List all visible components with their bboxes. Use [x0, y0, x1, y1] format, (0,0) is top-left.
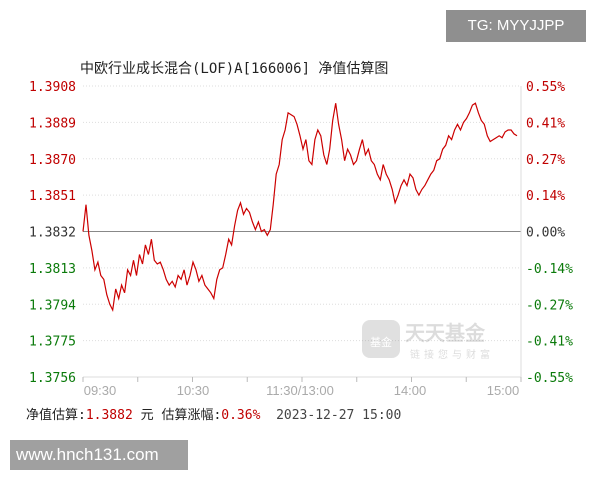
- change-value: 0.36%: [221, 408, 261, 423]
- x-tick-label: 09:30: [84, 383, 117, 398]
- nav-chart: 1.3908 0.55% 1.3889 0.41% 1.3870 0.27% 1.3851 0…: [29, 80, 573, 398]
- x-tick-label: 10:30: [177, 383, 210, 398]
- y-right-tick-label: -0.55%: [526, 371, 573, 386]
- site-watermark: www.hnch131.com: [10, 440, 188, 470]
- y-right-tick-label: -0.14%: [526, 262, 573, 277]
- y-left-tick-label: 1.3870: [29, 153, 76, 168]
- nav-line: [82, 102, 518, 312]
- y-left-tick-label: 1.3889: [29, 116, 76, 131]
- y-right-tick-label: -0.27%: [526, 298, 573, 313]
- watermark-brand: 天天基金: [405, 321, 486, 345]
- watermark-logo: 基金 天天基金 链接您与财富: [362, 320, 494, 361]
- y-left-tick-label: 1.3908: [29, 80, 76, 95]
- x-tick-label: 11:30/13:00: [266, 383, 334, 398]
- y-left-tick-label: 1.3851: [29, 189, 76, 204]
- y-left-tick-label: 1.3794: [29, 298, 76, 313]
- nav-label: 净值估算:: [26, 408, 86, 423]
- y-left-tick-label: 1.3756: [29, 371, 76, 386]
- y-left-tick-label: 1.3813: [29, 262, 76, 277]
- y-left-tick-label: 1.3775: [29, 335, 76, 350]
- y-right-tick-label: -0.41%: [526, 335, 573, 350]
- chart-title: 中欧行业成长混合(LOF)A[166006] 净值估算图: [80, 61, 389, 77]
- y-right-tick-label: 0.14%: [526, 189, 565, 204]
- watermark-badge-text: 基金: [370, 335, 392, 349]
- summary-bar: 净值估算:1.3882 元 估算涨幅:0.36% 2023-12-27 15:0…: [26, 404, 401, 423]
- nav-unit: 元: [132, 408, 162, 423]
- datetime: 2023-12-27 15:00: [260, 408, 402, 423]
- tg-banner: TG: MYYJJPP: [446, 10, 586, 42]
- y-right-tick-label: 0.27%: [526, 153, 565, 168]
- nav-value: 1.3882: [85, 408, 133, 423]
- change-label: 估算涨幅:: [161, 408, 222, 423]
- y-left-tick-label: 1.3832: [29, 226, 76, 241]
- y-right-tick-label: 0.00%: [526, 226, 565, 241]
- y-right-tick-label: 0.55%: [526, 80, 565, 95]
- x-tick-label: 14:00: [394, 383, 427, 398]
- watermark-badge: [362, 320, 400, 358]
- y-right-tick-label: 0.41%: [526, 116, 565, 131]
- x-tick-label: 15:00: [487, 383, 520, 398]
- watermark-slogan: 链接您与财富: [410, 348, 494, 361]
